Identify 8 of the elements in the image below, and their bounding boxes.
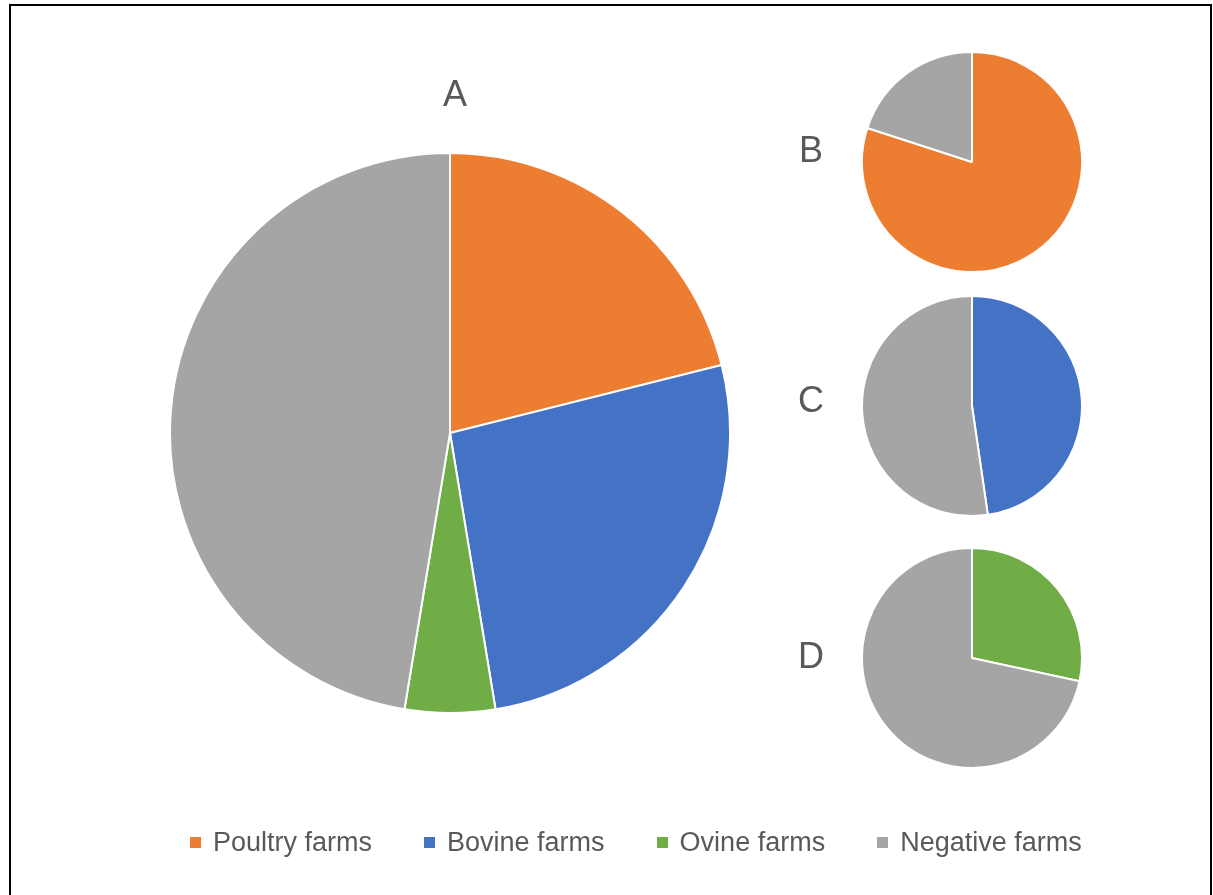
text: B [798, 129, 824, 170]
text: D [798, 635, 824, 676]
legend-label: Bovine farms [447, 827, 605, 857]
legend-label: Ovine farms [679, 827, 826, 857]
legend-label: Negative farms [900, 827, 1082, 857]
text: C [798, 379, 824, 420]
chart-title: A [442, 73, 468, 114]
legend-label: Poultry farms [213, 827, 373, 857]
